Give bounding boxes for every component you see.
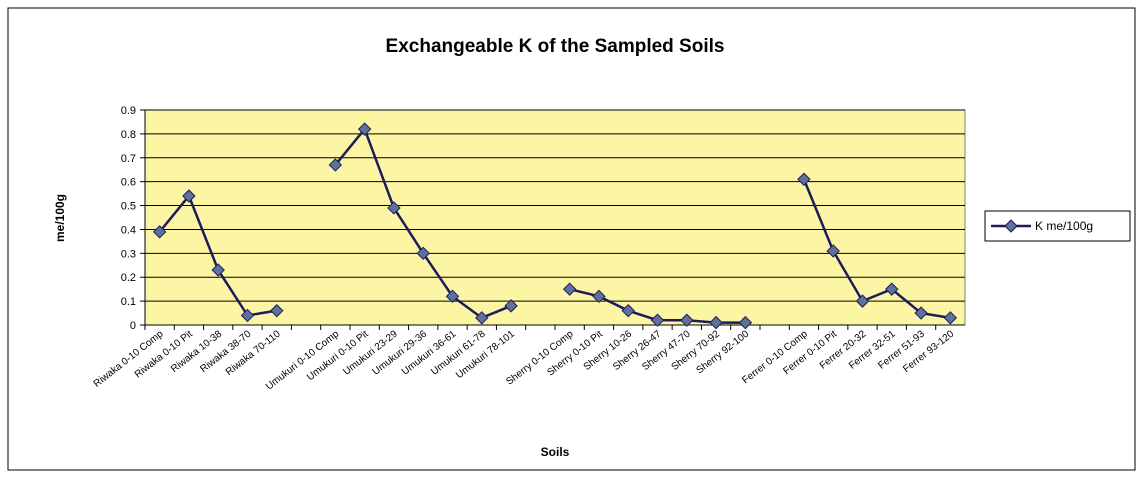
marker (855, 294, 870, 308)
marker (387, 201, 401, 215)
marker (270, 303, 284, 318)
y-tick-label: 0.9 (121, 105, 136, 117)
x-axis-label: Soils (541, 445, 570, 459)
marker (826, 244, 840, 258)
legend-marker (1004, 219, 1018, 233)
marker (240, 308, 255, 323)
y-tick-label: 0.2 (121, 272, 136, 284)
marker (650, 313, 665, 327)
marker (738, 315, 753, 330)
marker (182, 189, 196, 203)
marker (914, 306, 928, 320)
marker (797, 172, 811, 186)
marker (504, 299, 518, 313)
marker (328, 158, 343, 172)
marker (943, 311, 958, 325)
y-tick-label: 0.6 (121, 177, 136, 189)
marker (621, 303, 635, 318)
marker (592, 289, 606, 304)
marker (680, 313, 694, 327)
y-tick-label: 0.3 (121, 248, 136, 260)
legend-label: K me/100g (1035, 219, 1093, 233)
y-tick-label: 0.1 (121, 296, 136, 308)
marker (475, 311, 489, 325)
marker (445, 289, 460, 304)
y-tick-label: 0.4 (121, 224, 136, 236)
y-tick-label: 0.8 (121, 129, 136, 141)
y-tick-label: 0 (130, 320, 136, 332)
y-tick-label: 0.7 (121, 153, 136, 165)
marker (416, 246, 430, 261)
marker (885, 282, 899, 296)
chart-title: Exchangeable K of the Sampled Soils (386, 36, 725, 57)
marker (562, 282, 577, 296)
y-tick-label: 0.5 (121, 201, 136, 213)
plot-area (144, 109, 966, 326)
marker (709, 315, 723, 330)
marker (211, 263, 225, 277)
y-axis-label: me/100g (53, 194, 67, 242)
marker (152, 225, 167, 239)
marker (357, 122, 372, 136)
